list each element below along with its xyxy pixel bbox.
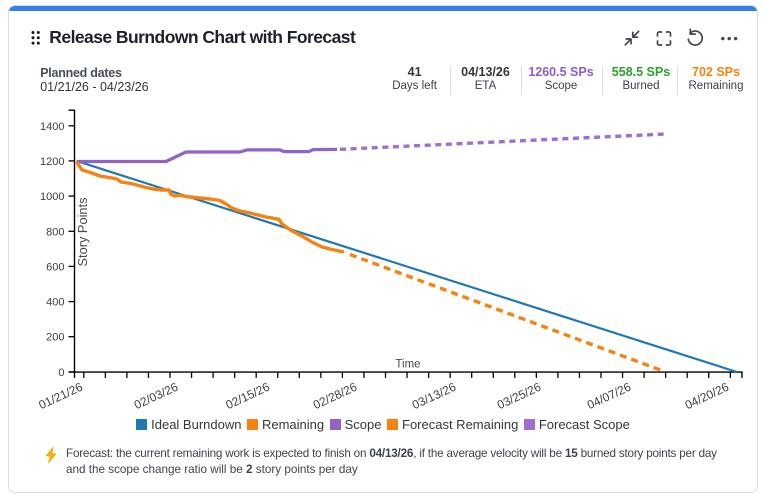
svg-text:800: 800	[46, 226, 64, 238]
svg-text:600: 600	[46, 261, 64, 273]
svg-text:400: 400	[46, 297, 64, 309]
svg-text:Story Points: Story Points	[75, 198, 90, 267]
svg-text:03/25/26: 03/25/26	[495, 380, 544, 413]
svg-text:01/21/26: 01/21/26	[37, 380, 86, 413]
svg-text:1000: 1000	[40, 191, 64, 203]
svg-text:1400: 1400	[40, 121, 64, 133]
svg-text:02/03/26: 02/03/26	[132, 380, 181, 413]
svg-text:02/28/26: 02/28/26	[311, 380, 360, 413]
svg-text:0: 0	[58, 367, 64, 379]
svg-text:Time: Time	[395, 359, 420, 371]
svg-text:02/15/26: 02/15/26	[224, 380, 273, 413]
svg-text:1200: 1200	[40, 156, 64, 168]
svg-text:04/20/26: 04/20/26	[683, 380, 732, 413]
svg-text:04/07/26: 04/07/26	[585, 380, 634, 413]
svg-text:200: 200	[46, 332, 64, 344]
svg-text:03/13/26: 03/13/26	[410, 380, 459, 413]
